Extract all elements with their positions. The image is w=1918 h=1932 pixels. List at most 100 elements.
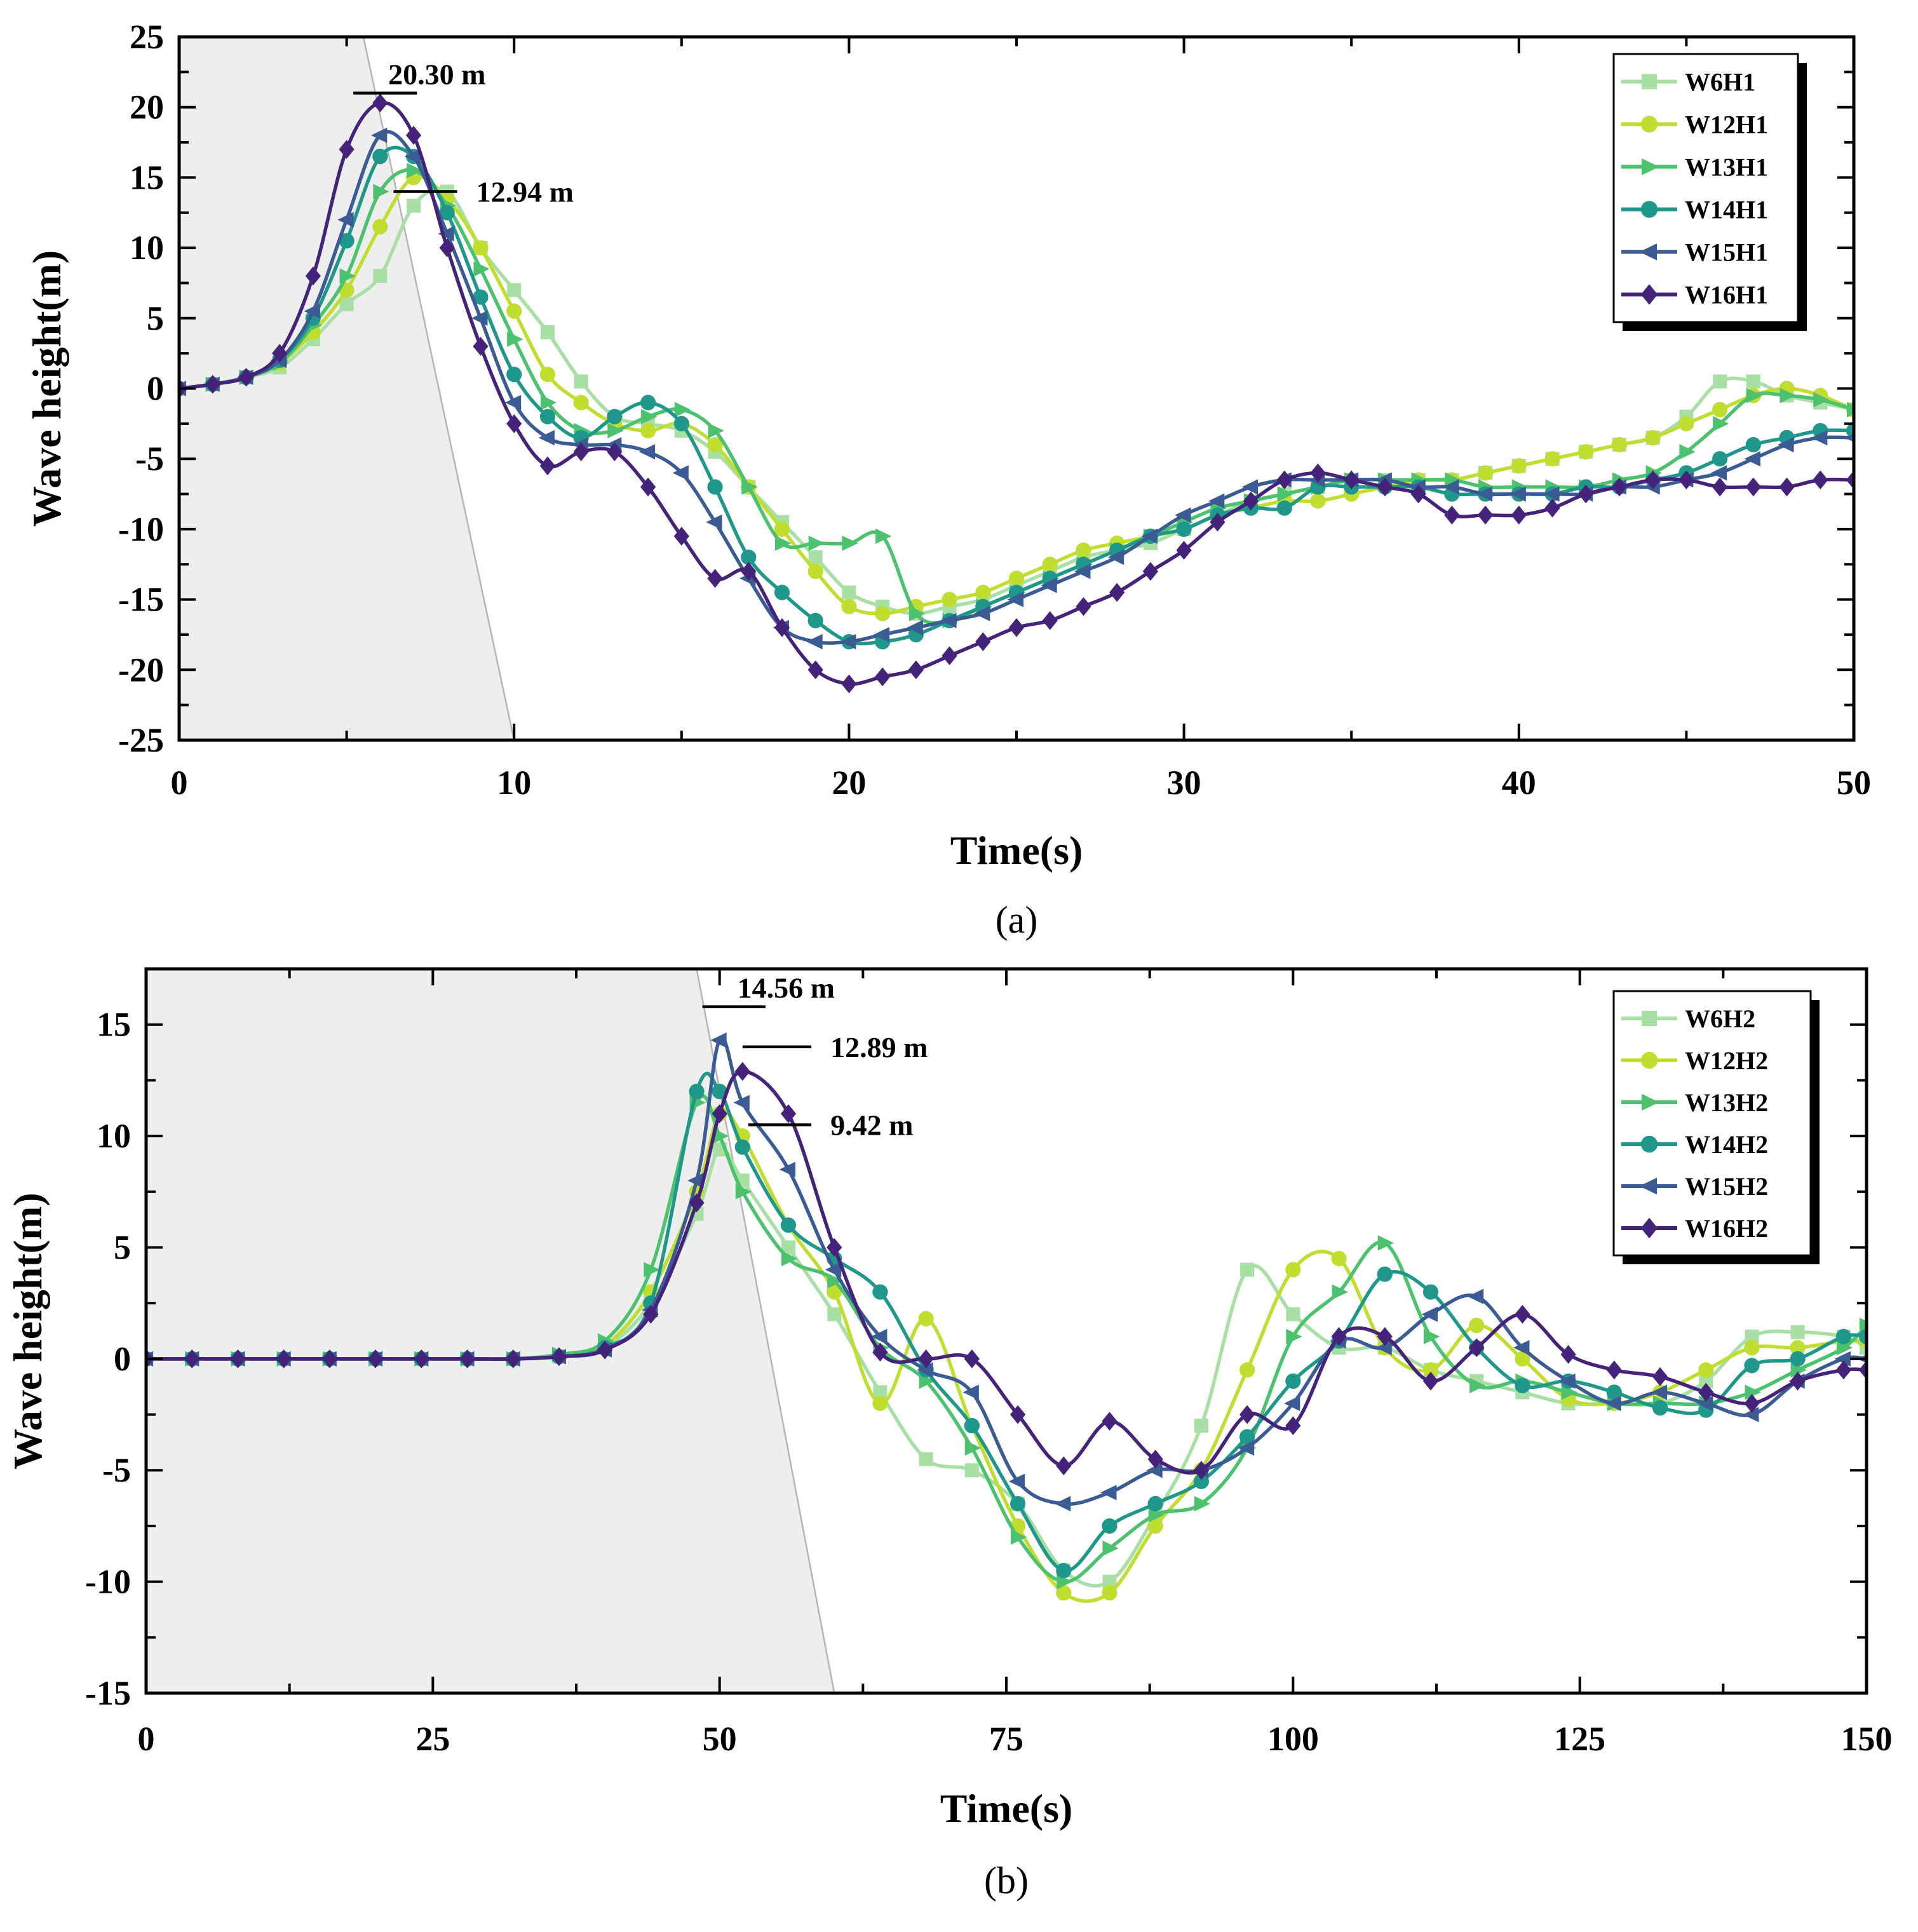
data-point-W14H2-38 xyxy=(1835,1328,1851,1344)
data-point-W16H1-22 xyxy=(908,660,924,680)
legend-marker-W15H2 xyxy=(1639,1177,1657,1195)
series-line-W16H2 xyxy=(146,1069,1867,1475)
data-point-W14H2-37 xyxy=(1790,1351,1806,1367)
legend-label-W6H1: W6H1 xyxy=(1685,68,1755,97)
data-point-W16H2-15 xyxy=(780,1104,797,1123)
shaded-region xyxy=(146,969,835,1693)
data-point-W15H2-25 xyxy=(1238,1440,1255,1456)
data-point-W14H1-10 xyxy=(506,367,522,382)
legend-marker-W14H1 xyxy=(1640,201,1658,218)
data-point-W14H2-29 xyxy=(1422,1284,1439,1300)
data-point-W12H1-11 xyxy=(539,367,556,382)
data-point-W16H1-2 xyxy=(238,367,254,387)
data-point-W16H2-33 xyxy=(1606,1360,1622,1380)
data-point-W13H2-26 xyxy=(1286,1328,1302,1344)
data-point-W16H2-24 xyxy=(1193,1461,1210,1480)
data-point-W15H1-38 xyxy=(1443,479,1459,495)
data-point-W15H1-5 xyxy=(337,212,354,227)
data-point-W16H1-38 xyxy=(1444,505,1460,525)
data-point-W16H2-2 xyxy=(230,1349,246,1368)
data-point-W15H2-12 xyxy=(687,1173,704,1189)
data-point-W13H1-9 xyxy=(473,261,490,277)
data-point-W15H2-26 xyxy=(1284,1395,1300,1412)
data-point-W16H1-7 xyxy=(405,126,422,145)
data-point-W12H1-18 xyxy=(774,521,790,537)
panel-a: 0 10 20 30 40 50 -25 -20 -15 -10 -5 0 5 10 15 20 25 Time(… xyxy=(24,18,1871,941)
data-point-W14H2-17 xyxy=(872,1284,888,1300)
data-point-W16H1-10 xyxy=(506,414,522,433)
data-point-W12H1-45 xyxy=(1678,415,1694,431)
data-point-W13H1-6 xyxy=(373,184,389,199)
data-point-W15H1-49 xyxy=(1811,429,1828,446)
data-point-W15H2-16 xyxy=(825,1262,842,1278)
data-point-W6H2-16 xyxy=(827,1307,842,1321)
data-point-W16H2-8 xyxy=(505,1349,521,1368)
data-point-W15H1-20 xyxy=(840,633,856,650)
data-point-W12H1-46 xyxy=(1712,402,1728,417)
data-point-W6H1-12 xyxy=(574,374,588,389)
data-point-W6H1-10 xyxy=(507,283,522,297)
data-point-W15H1-24 xyxy=(973,605,990,621)
data-point-W15H1-27 xyxy=(1074,564,1091,579)
data-point-W14H2-13 xyxy=(712,1083,727,1100)
data-point-W12H1-12 xyxy=(573,395,589,410)
data-point-W14H2-26 xyxy=(1285,1373,1301,1389)
data-point-W16H1-39 xyxy=(1477,505,1494,525)
data-point-W14H1-16 xyxy=(707,479,723,495)
legend-marker-W12H2 xyxy=(1640,1051,1658,1069)
data-point-W15H1-50 xyxy=(1844,433,1854,442)
legend-marker-W13H2 xyxy=(1642,1093,1659,1111)
data-point-W13H1-48 xyxy=(1780,388,1796,403)
data-point-W15H1-25 xyxy=(1007,591,1023,607)
y-tick-label: 5 xyxy=(147,299,164,337)
data-point-W16H2-5 xyxy=(367,1349,384,1368)
data-point-W16H2-3 xyxy=(276,1349,292,1368)
data-point-W12H1-40 xyxy=(1511,458,1527,474)
data-point-W6H2-15 xyxy=(781,1240,795,1255)
data-point-W15H2-14 xyxy=(733,1095,750,1111)
legend-label-W16H1: W16H1 xyxy=(1685,281,1768,309)
data-point-W14H1-33 xyxy=(1276,500,1292,516)
legend-marker-W13H1 xyxy=(1642,158,1659,175)
data-point-W15H1-29 xyxy=(1141,528,1158,544)
legend-marker-W16H1 xyxy=(1640,284,1658,305)
data-point-W16H1-37 xyxy=(1410,484,1426,504)
legend-label-W13H1: W13H1 xyxy=(1685,153,1768,182)
x-tick-label: 125 xyxy=(1554,1720,1605,1758)
data-point-W6H1-11 xyxy=(540,325,555,339)
data-point-W16H1-43 xyxy=(1611,477,1628,497)
data-point-W13H1-46 xyxy=(1713,415,1729,431)
panel-label: (a) xyxy=(996,899,1038,941)
data-point-W16H1-34 xyxy=(1310,463,1326,483)
data-point-W16H2-20 xyxy=(1010,1405,1026,1424)
data-point-W16H1-1 xyxy=(205,375,220,394)
data-point-W12H2-30 xyxy=(1469,1318,1485,1334)
data-point-W12H2-37 xyxy=(1790,1340,1806,1356)
data-point-W13H2-19 xyxy=(964,1440,982,1456)
data-point-W6H2-25 xyxy=(1240,1262,1255,1277)
y-tick-label: -20 xyxy=(118,651,164,689)
data-point-W16H2-23 xyxy=(1147,1449,1163,1469)
data-point-W15H2-13 xyxy=(710,1032,727,1048)
data-point-W13H1-22 xyxy=(908,605,926,621)
data-point-W16H1-29 xyxy=(1142,562,1158,581)
y-tick-label: 10 xyxy=(130,229,164,267)
data-point-W12H2-26 xyxy=(1285,1262,1301,1278)
data-point-W13H2-23 xyxy=(1148,1507,1165,1523)
legend-marker-W16H2 xyxy=(1640,1217,1658,1239)
x-tick-label: 50 xyxy=(1837,764,1871,802)
data-point-W15H2-22 xyxy=(1100,1485,1117,1501)
data-point-W15H1-19 xyxy=(806,633,823,650)
data-point-W16H1-14 xyxy=(640,477,656,497)
data-point-W16H2-22 xyxy=(1102,1412,1118,1431)
data-point-W16H2-4 xyxy=(321,1349,337,1368)
data-point-W16H1-25 xyxy=(1008,618,1025,637)
data-point-W16H2-30 xyxy=(1469,1338,1485,1358)
data-point-W13H1-18 xyxy=(774,535,792,551)
data-point-W13H1-47 xyxy=(1746,388,1763,403)
data-point-W16H1-31 xyxy=(1210,512,1226,532)
data-point-W6H2-17 xyxy=(873,1385,888,1400)
data-point-W16H1-3 xyxy=(272,344,288,363)
y-tick-label: -15 xyxy=(85,1674,131,1712)
data-point-W12H1-24 xyxy=(975,584,991,600)
